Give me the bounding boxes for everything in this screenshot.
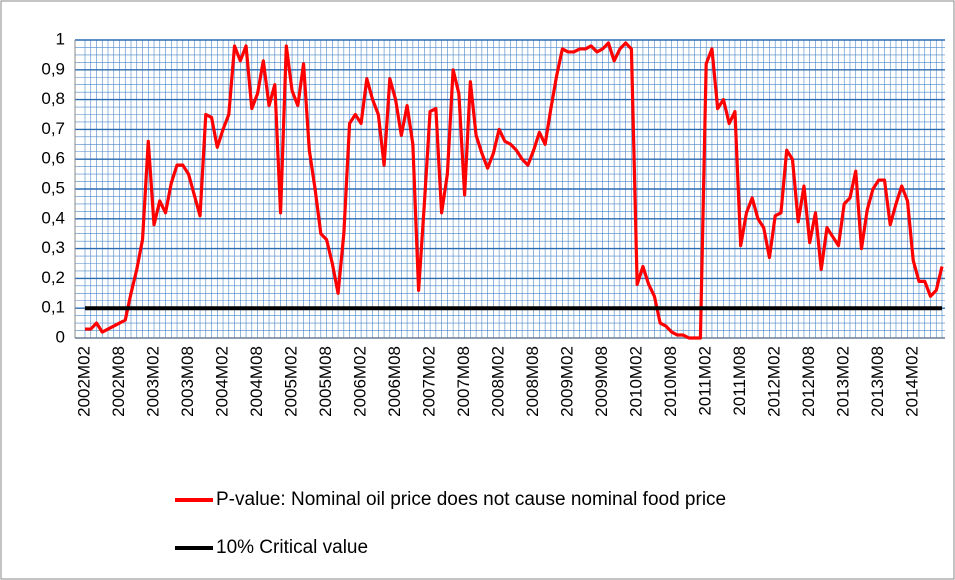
x-tick-label: 2010M02 bbox=[627, 346, 646, 417]
x-tick-label: 2007M02 bbox=[420, 346, 439, 417]
x-tick-label: 2006M08 bbox=[385, 346, 404, 417]
x-tick-label: 2008M02 bbox=[489, 346, 508, 417]
x-tick-label: 2009M08 bbox=[592, 346, 611, 417]
legend: P-value: Nominal oil price does not caus… bbox=[175, 489, 726, 558]
x-tick-label: 2004M02 bbox=[213, 346, 232, 417]
x-tick-label: 2005M02 bbox=[282, 346, 301, 417]
y-tick-label: 0,1 bbox=[41, 298, 65, 317]
x-tick-label: 2002M02 bbox=[74, 346, 93, 417]
legend-label: P-value: Nominal oil price does not caus… bbox=[216, 489, 726, 510]
y-tick-label: 0,6 bbox=[41, 149, 65, 168]
grid bbox=[74, 39, 945, 339]
x-tick-label: 2003M08 bbox=[178, 346, 197, 417]
x-tick-label: 2011M08 bbox=[730, 346, 749, 416]
x-tick-label: 2008M08 bbox=[523, 346, 542, 417]
labels: 0 0,1 0,2 0,3 0,4 0,5 0,6 0,7 0,8 0,9 1 2002M02 2002… bbox=[41, 29, 921, 416]
x-tick-label: 2013M08 bbox=[868, 346, 887, 417]
x-tick-label: 2004M08 bbox=[247, 346, 266, 417]
x-tick-label: 2012M08 bbox=[799, 346, 818, 417]
marks bbox=[85, 41, 944, 340]
y-tick-label: 0,7 bbox=[41, 119, 65, 138]
y-tick-label: 0,2 bbox=[41, 268, 65, 287]
y-tick-label: 0 bbox=[56, 327, 65, 346]
x-tick-label: 2003M02 bbox=[144, 346, 163, 417]
y-tick-label: 0,9 bbox=[41, 59, 65, 78]
y-tick-label: 0,5 bbox=[41, 178, 65, 197]
y-tick-label: 1 bbox=[56, 29, 65, 48]
x-tick-label: 2011M02 bbox=[696, 346, 715, 416]
y-tick-label: 0,8 bbox=[41, 89, 65, 108]
series-line bbox=[85, 41, 944, 340]
legend-label: 10% Critical value bbox=[216, 537, 368, 558]
y-tick-label: 0,3 bbox=[41, 238, 65, 257]
x-tick-label: 2006M02 bbox=[351, 346, 370, 417]
x-tick-label: 2010M08 bbox=[661, 346, 680, 417]
x-tick-label: 2014M02 bbox=[903, 346, 922, 417]
x-tick-label: 2002M08 bbox=[109, 346, 128, 417]
x-tick-label: 2012M02 bbox=[765, 346, 784, 417]
x-tick-label: 2013M02 bbox=[834, 346, 853, 417]
x-tick-label: 2005M08 bbox=[316, 346, 335, 417]
x-tick-label: 2009M02 bbox=[558, 346, 577, 417]
y-tick-label: 0,4 bbox=[41, 208, 65, 227]
x-tick-label: 2007M08 bbox=[454, 346, 473, 417]
